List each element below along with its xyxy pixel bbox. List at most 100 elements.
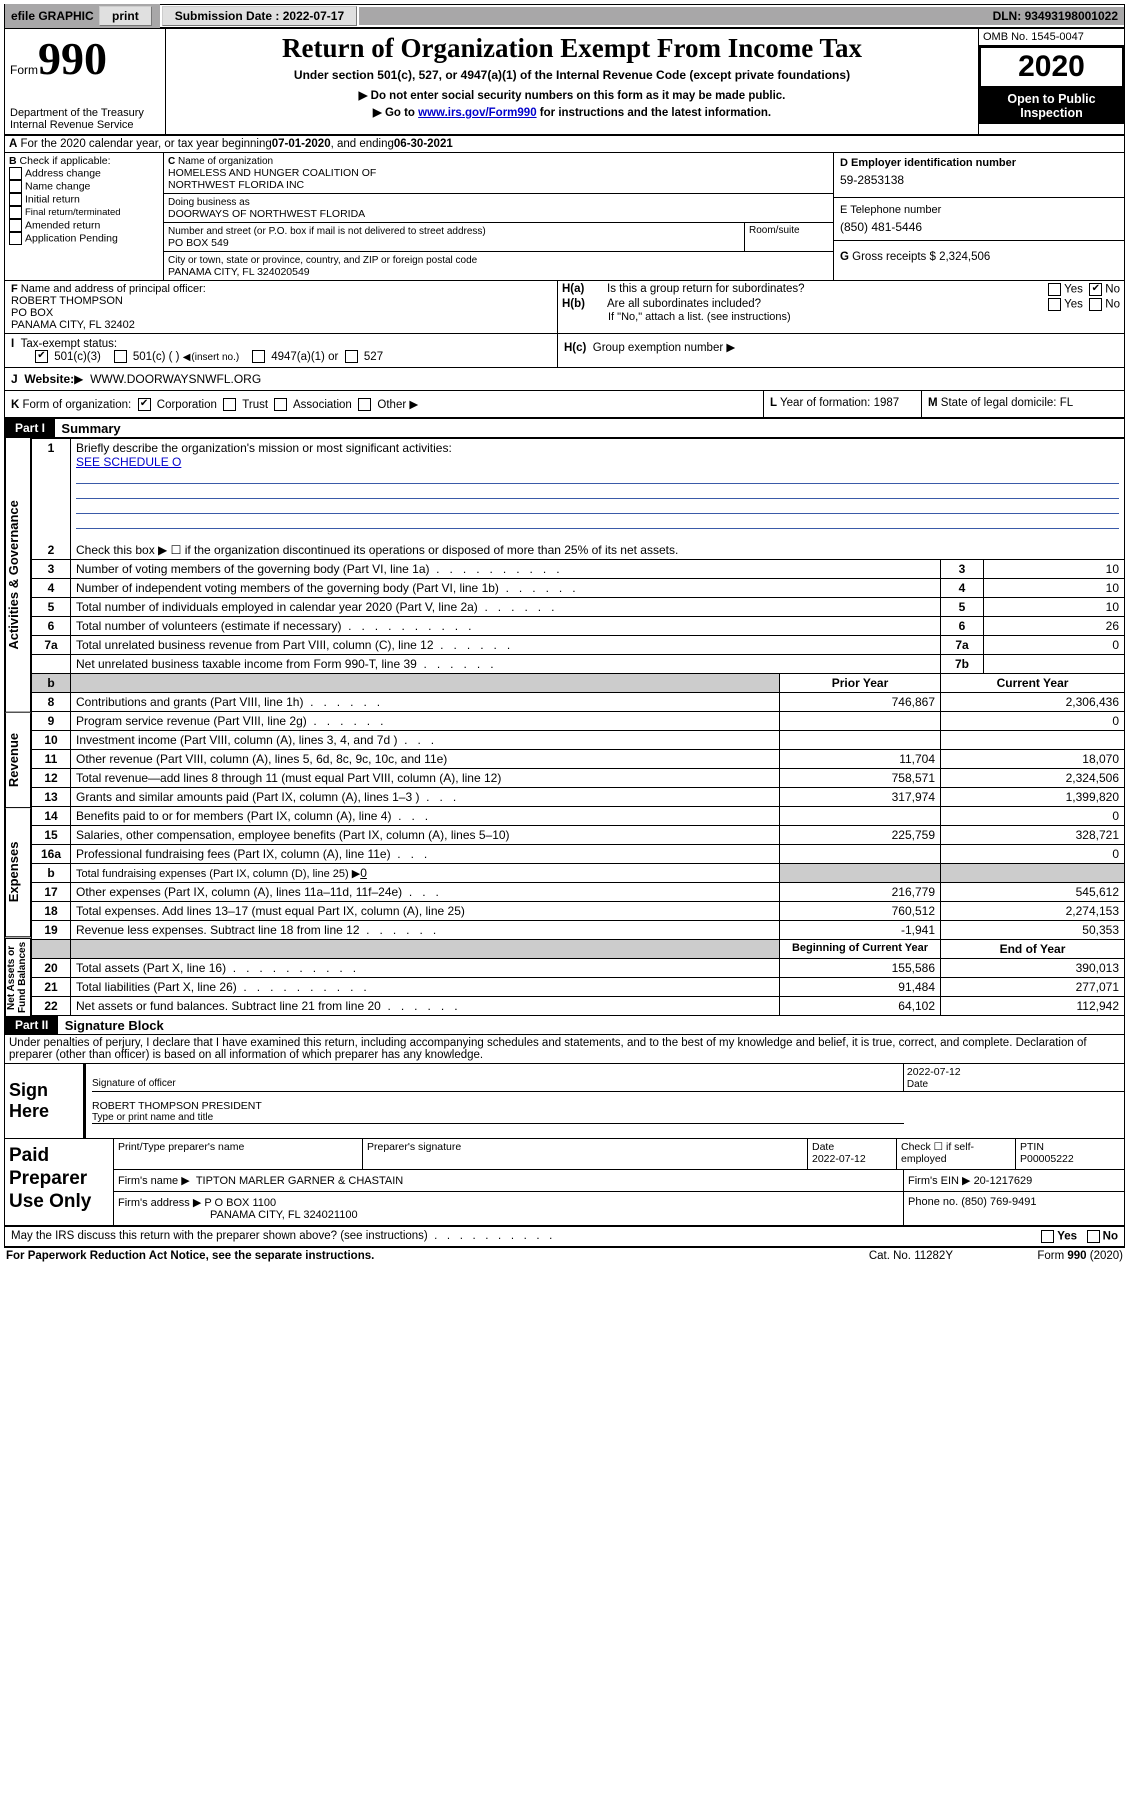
cb-other[interactable]: Other ▶ (358, 399, 418, 411)
street: PO BOX 549 (168, 237, 229, 249)
cb-address-change[interactable]: Address change (9, 167, 159, 180)
state-domicile: FL (1060, 397, 1073, 409)
discuss-no[interactable]: No (1087, 1230, 1118, 1243)
table-row: Net unrelated business taxable income fr… (32, 655, 1125, 674)
e-label: E Telephone number (840, 204, 1118, 216)
sign-here-block: Sign Here Signature of officer 2022-07-1… (4, 1064, 1125, 1139)
i-row: I Tax-exempt status: ✔ 501(c)(3) 501(c) … (4, 334, 1125, 368)
self-employed-cb[interactable]: Check ☐ if self-employed (897, 1139, 1016, 1169)
footer: For Paperwork Reduction Act Notice, see … (4, 1248, 1125, 1262)
bcd-block: B Check if applicable: Address change Na… (4, 153, 1125, 281)
cb-name-change[interactable]: Name change (9, 180, 159, 193)
ptin: P00005222 (1020, 1153, 1074, 1165)
hb-no[interactable]: No (1089, 298, 1120, 311)
table-row: 9Program service revenue (Part VIII, lin… (32, 712, 1125, 731)
firm-name: TIPTON MARLER GARNER & CHASTAIN (196, 1175, 403, 1187)
summary-table: 1Briefly describe the organization's mis… (31, 438, 1125, 1016)
firm-addr: P O BOX 1100 (204, 1197, 276, 1209)
firm-phone: (850) 769-9491 (961, 1196, 1036, 1208)
firm-ein: 20-1217629 (974, 1175, 1033, 1187)
ha-yes[interactable]: Yes (1048, 283, 1083, 296)
schedule-o-link[interactable]: SEE SCHEDULE O (76, 455, 181, 469)
treasury: Department of the Treasury (10, 107, 160, 119)
table-row: 6Total number of volunteers (estimate if… (32, 617, 1125, 636)
tax-year: 2020 (979, 46, 1124, 88)
declaration: Under penalties of perjury, I declare th… (4, 1035, 1125, 1064)
preparer-sig-col: Preparer's signature (363, 1139, 808, 1169)
main-title: Return of Organization Exempt From Incom… (170, 33, 974, 64)
sig-officer[interactable]: Signature of officer (92, 1064, 903, 1092)
fh-block: F Name and address of principal officer:… (4, 281, 1125, 334)
dba: DOORWAYS OF NORTHWEST FLORIDA (168, 208, 365, 220)
cb-trust[interactable]: Trust (223, 399, 268, 411)
ha-no[interactable]: ✔No (1089, 283, 1120, 296)
summary-block: Activities & Governance Revenue Expenses… (4, 438, 1125, 1016)
cb-4947[interactable]: 4947(a)(1) or (252, 351, 338, 363)
table-row: 18Total expenses. Add lines 13–17 (must … (32, 902, 1125, 921)
j-row: J Website: ▶ WWW.DOORWAYSNWFL.ORG (4, 368, 1125, 391)
table-row: 17Other expenses (Part IX, column (A), l… (32, 883, 1125, 902)
telephone: (850) 481-5446 (840, 220, 1118, 234)
instructions-link[interactable]: www.irs.gov/Form990 (418, 107, 536, 119)
part1-header: Part I Summary (4, 419, 1125, 438)
table-row: 22Net assets or fund balances. Subtract … (32, 997, 1125, 1016)
table-row: 14Benefits paid to or for members (Part … (32, 807, 1125, 826)
h-note: If "No," attach a list. (see instruction… (558, 311, 1124, 323)
cb-501c3[interactable]: ✔ 501(c)(3) (35, 351, 101, 363)
irs: Internal Revenue Service (10, 119, 160, 131)
hb-yes[interactable]: Yes (1048, 298, 1083, 311)
table-row: 7aTotal unrelated business revenue from … (32, 636, 1125, 655)
preparer-date: 2022-07-12 (812, 1153, 866, 1165)
table-row: 5Total number of individuals employed in… (32, 598, 1125, 617)
cb-final[interactable]: Final return/terminated (9, 206, 159, 219)
city: PANAMA CITY, FL 324020549 (168, 266, 310, 278)
table-row: 13Grants and similar amounts paid (Part … (32, 788, 1125, 807)
website: WWW.DOORWAYSNWFL.ORG (90, 372, 261, 386)
d-label: D Employer identification number (840, 157, 1118, 169)
paid-preparer-label: Paid Preparer Use Only (5, 1139, 113, 1225)
hc: H(c) Group exemption number ▶ (558, 334, 1124, 367)
header-row: Form990 Department of the Treasury Inter… (4, 28, 1125, 136)
org-name: HOMELESS AND HUNGER COALITION OFNORTHWES… (168, 167, 376, 191)
officer-name: ROBERT THOMPSON (11, 295, 123, 307)
subtitle: Under section 501(c), 527, or 4947(a)(1)… (170, 68, 974, 82)
cb-527[interactable]: 527 (345, 351, 383, 363)
cb-pending[interactable]: Application Pending (9, 232, 159, 245)
side-expenses: Expenses (5, 808, 31, 937)
instructions-note: ▶ Go to www.irs.gov/Form990 for instruct… (170, 105, 974, 119)
efile-text: efile GRAPHIC (11, 9, 94, 23)
line-2: Check this box ▶ ☐ if the organization d… (71, 531, 1125, 560)
table-row: 16aProfessional fundraising fees (Part I… (32, 845, 1125, 864)
omb: OMB No. 1545-0047 (979, 29, 1124, 46)
side-activities: Activities & Governance (5, 438, 31, 713)
table-row: 15Salaries, other compensation, employee… (32, 826, 1125, 845)
cb-501c[interactable]: 501(c) ( ) (insert no.) (114, 351, 240, 363)
cb-assoc[interactable]: Association (274, 399, 351, 411)
year-formation: 1987 (874, 397, 900, 409)
side-netassets: Net Assets or Fund Balances (5, 938, 31, 1017)
cb-amended[interactable]: Amended return (9, 219, 159, 232)
print-button[interactable]: print (99, 6, 152, 26)
form-label: Form990 (10, 32, 160, 85)
cb-initial[interactable]: Initial return (9, 193, 159, 206)
gross-receipts: G Gross receipts $ 2,324,506 (834, 241, 1124, 267)
b-label: B (9, 155, 17, 167)
side-revenue: Revenue (5, 713, 31, 808)
klm-row: K Form of organization: ✔ Corporation Tr… (4, 391, 1125, 419)
table-row: 19Revenue less expenses. Subtract line 1… (32, 921, 1125, 940)
part2-header: Part II Signature Block (4, 1016, 1125, 1035)
cb-corp[interactable]: ✔ Corporation (138, 399, 217, 411)
hb-question: Are all subordinates included? (607, 298, 1048, 311)
table-row: 11Other revenue (Part VIII, column (A), … (32, 750, 1125, 769)
efile-label: efile GRAPHIC print (5, 4, 160, 28)
ein: 59-2853138 (840, 173, 1118, 187)
submission-date: Submission Date : 2022-07-17 (162, 6, 357, 26)
paid-preparer-block: Paid Preparer Use Only Print/Type prepar… (4, 1139, 1125, 1227)
preparer-name-col: Print/Type preparer's name (114, 1139, 363, 1169)
table-row: 20Total assets (Part X, line 16)155,5863… (32, 959, 1125, 978)
discuss-row: May the IRS discuss this return with the… (4, 1227, 1125, 1248)
topbar: efile GRAPHIC print Submission Date : 20… (4, 4, 1125, 28)
row-a: A For the 2020 calendar year, or tax yea… (4, 136, 1125, 153)
table-row: 3Number of voting members of the governi… (32, 560, 1125, 579)
discuss-yes[interactable]: Yes (1041, 1230, 1077, 1243)
